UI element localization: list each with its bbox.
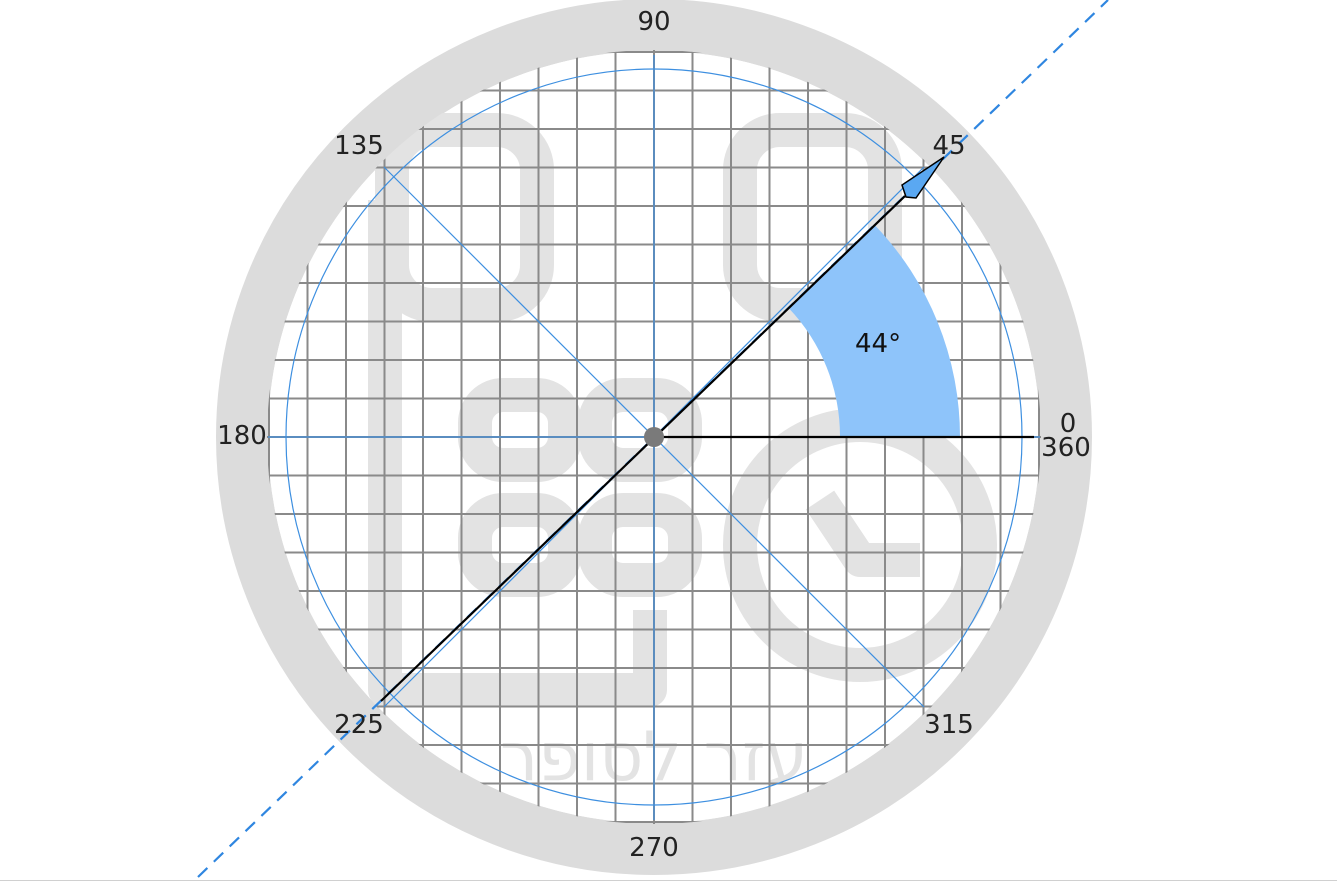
- protractor-ring: [216, 0, 1092, 875]
- angle-arrow-line: [380, 195, 906, 702]
- center-point[interactable]: [644, 427, 664, 447]
- measured-angle-label: 44°: [855, 329, 901, 359]
- label-315: 315: [924, 710, 974, 740]
- label-135: 135: [334, 131, 384, 161]
- angle-arc: [788, 224, 960, 437]
- angle-dashed-line: [197, 0, 1109, 878]
- label-225: 225: [334, 710, 384, 740]
- angle-arrow-head[interactable]: [901, 156, 945, 199]
- label-180: 180: [217, 421, 267, 451]
- label-360: 360: [1041, 433, 1091, 463]
- label-45: 45: [932, 131, 965, 161]
- bottom-divider: [0, 880, 1337, 881]
- label-0: 0: [1060, 409, 1077, 439]
- label-270: 270: [629, 833, 679, 863]
- label-90: 90: [637, 7, 670, 37]
